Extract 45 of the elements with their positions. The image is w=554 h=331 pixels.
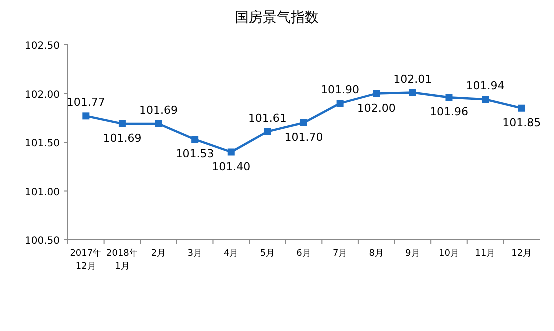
data-label: 102.00: [357, 102, 396, 115]
x-tick-label: 2月: [151, 249, 166, 259]
data-label: 101.61: [248, 112, 287, 125]
point: [446, 94, 453, 102]
point: [518, 104, 526, 112]
x-tick-label: 11月: [475, 249, 496, 259]
x-tick-label: 6月: [296, 249, 312, 259]
data-label: 101.85: [502, 116, 542, 130]
x-tick-label: 2018年 1月: [106, 248, 138, 272]
data-label: 101.94: [466, 80, 505, 93]
point: [482, 96, 490, 104]
point: [300, 120, 308, 126]
y-tick-label: 102.00: [25, 90, 60, 101]
y-tick-label: 100.50: [25, 236, 60, 247]
point: [228, 148, 235, 156]
point: [82, 112, 90, 120]
x-tick-label: 12月: [512, 249, 532, 259]
x-tick-label: 8月: [369, 249, 384, 259]
x-tick-label: 4月: [224, 249, 239, 259]
data-label: 101.96: [430, 106, 468, 119]
data-label: 102.01: [394, 72, 432, 86]
y-tick-label: 101.50: [25, 138, 60, 150]
x-tick-label: 2017年 12月: [70, 248, 102, 272]
y-tick-label: 102.50: [25, 41, 60, 52]
point: [409, 89, 416, 96]
point: [155, 120, 162, 128]
chart-title: 国房景气指数: [235, 10, 319, 26]
data-label: 101.69: [103, 132, 142, 145]
data-label: 101.70: [284, 131, 324, 144]
data-label: 101.77: [66, 96, 106, 110]
data-label: 101.90: [321, 84, 360, 96]
x-tick-label: 10月: [439, 249, 460, 259]
data-label: 101.40: [212, 160, 251, 174]
x-tick-label: 5月: [260, 249, 276, 259]
point: [192, 136, 199, 144]
data-label: 101.69: [140, 104, 178, 117]
x-tick-label: 7月: [332, 249, 348, 259]
point: [373, 90, 380, 98]
x-tick-label: 3月: [188, 249, 202, 259]
x-tick-label: 9月: [406, 249, 420, 259]
point: [336, 100, 344, 107]
point: [118, 120, 126, 128]
point: [264, 128, 272, 136]
data-label: 101.53: [176, 148, 214, 161]
y-tick-label: 101.00: [25, 187, 60, 198]
